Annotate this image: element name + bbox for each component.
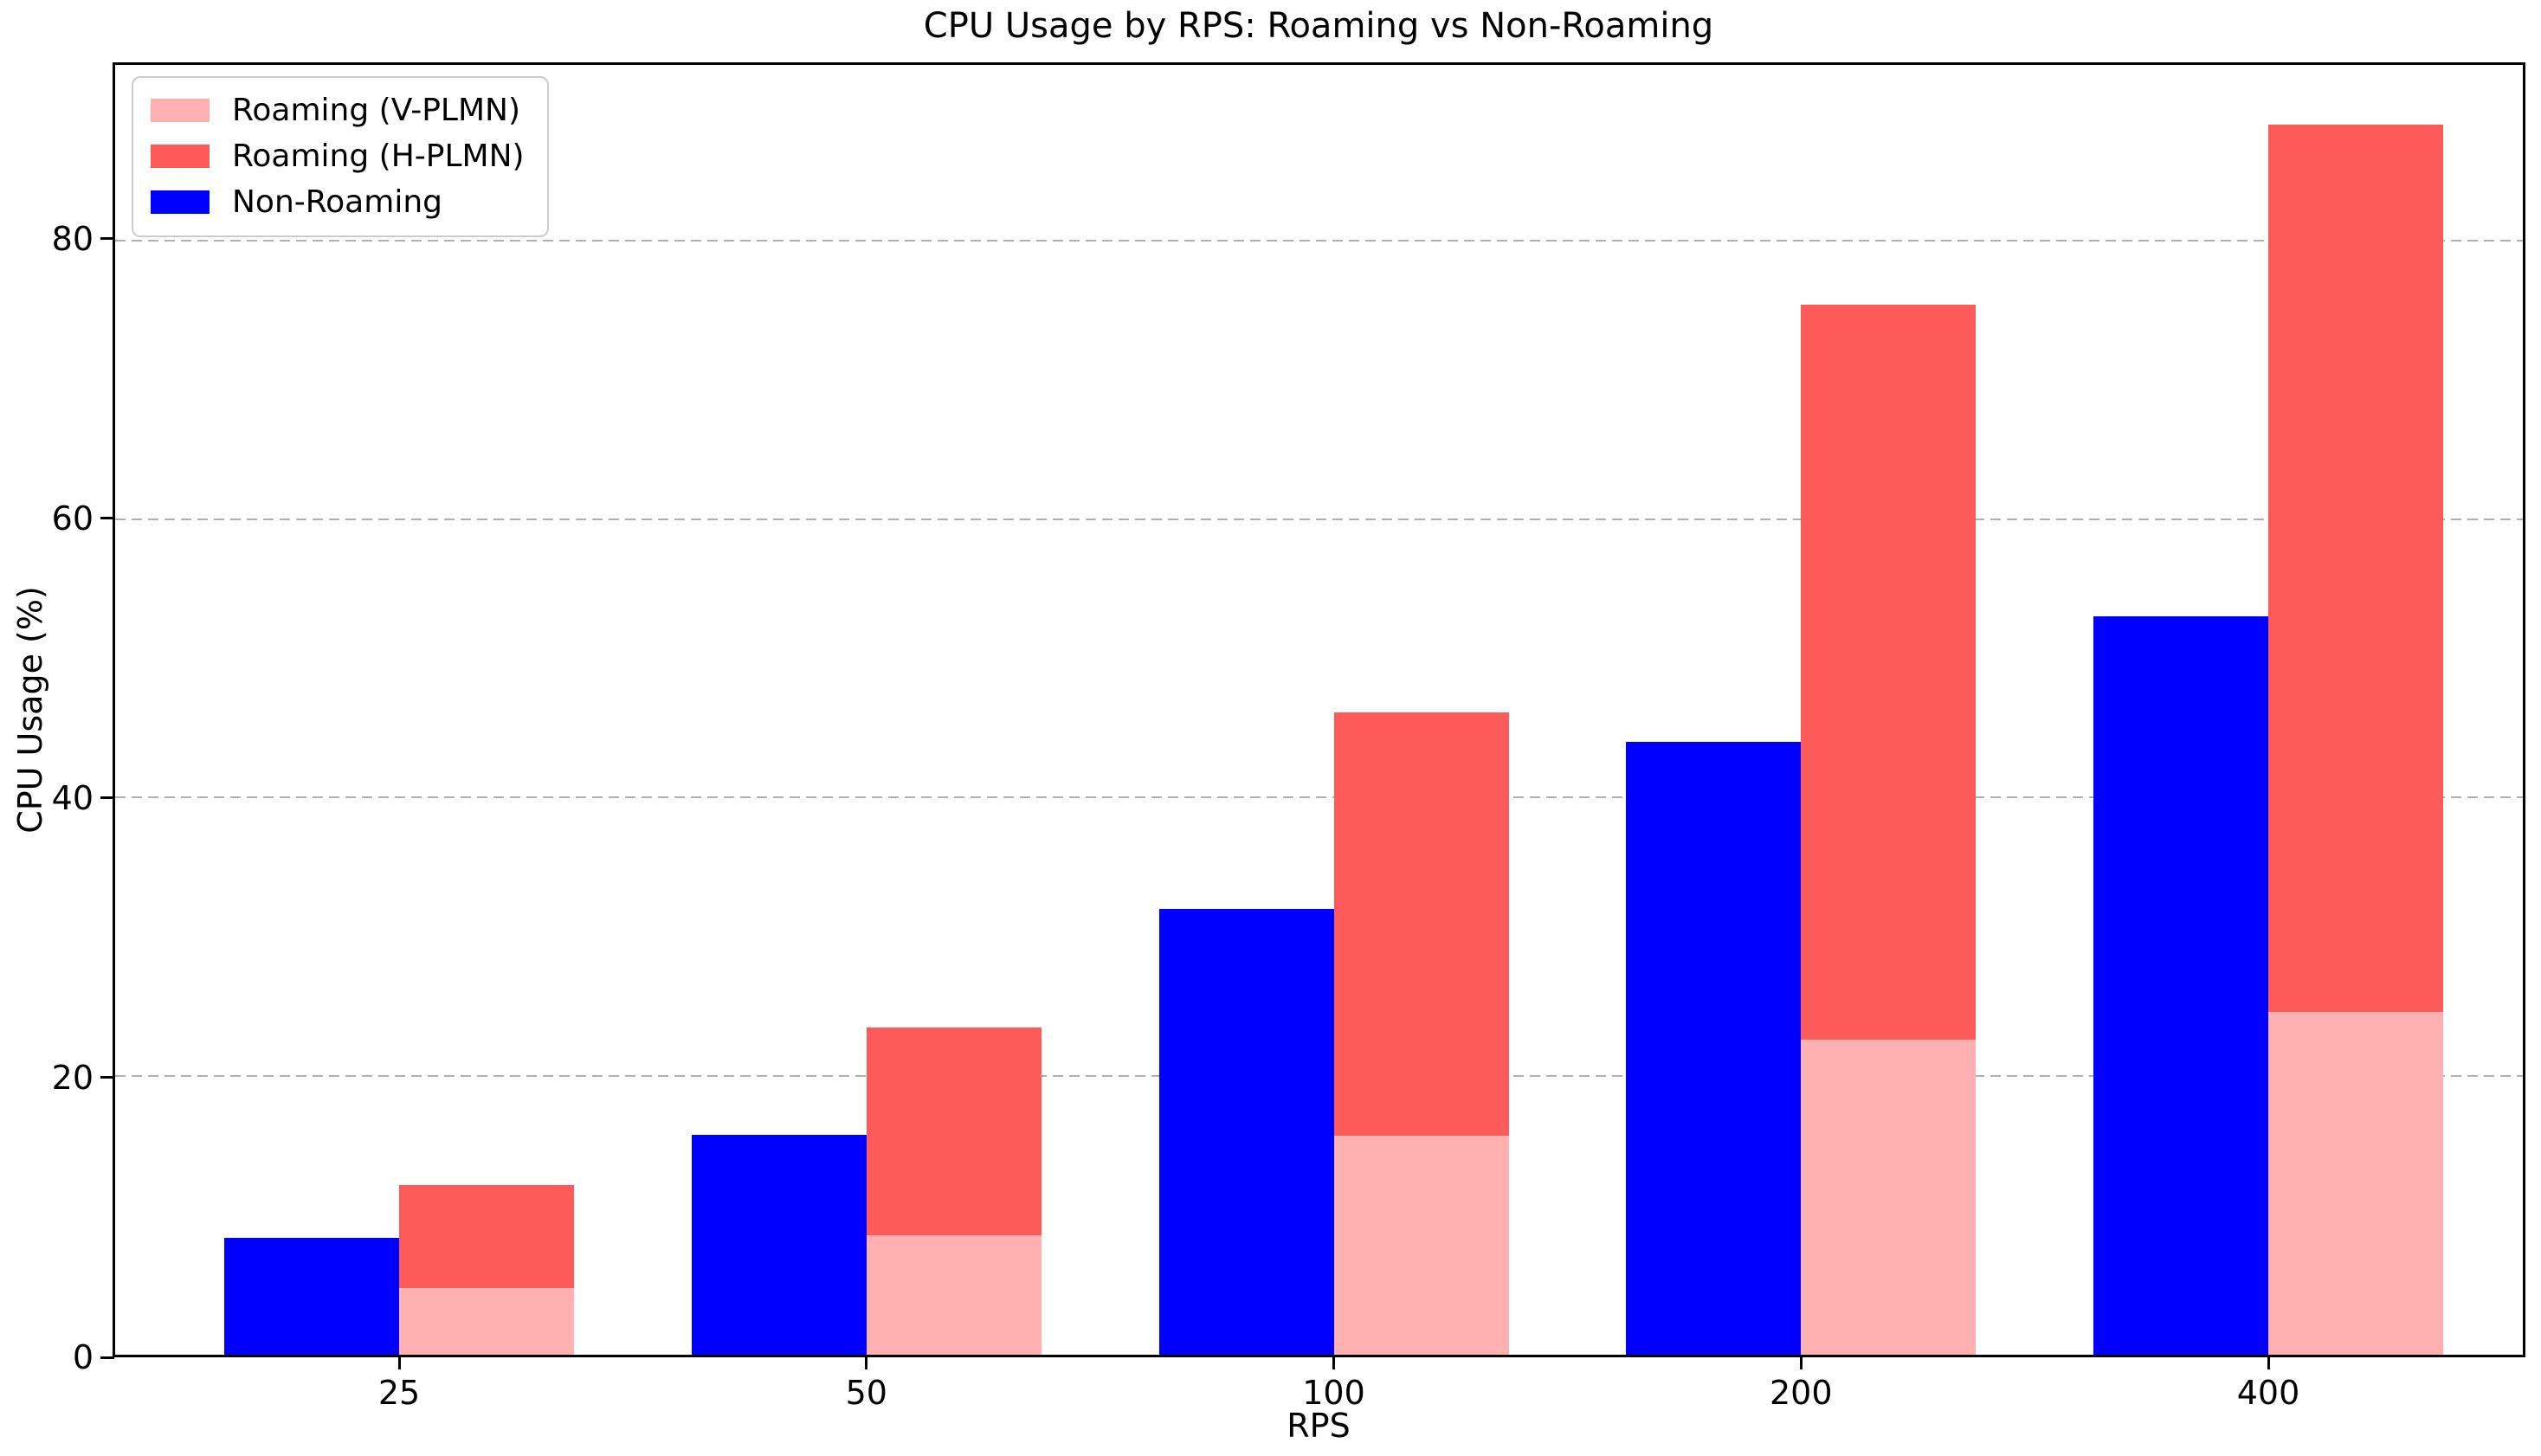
bar-non-roaming-100 [1158, 909, 1334, 1355]
legend-item-0: Roaming (V-PLMN) [151, 92, 525, 129]
x-tick-label-25: 25 [377, 1374, 421, 1412]
y-tickmark-0 [100, 1356, 114, 1359]
bar-roaming-vplmn-200 [1801, 1040, 1977, 1355]
gridline-y-60 [115, 518, 2523, 520]
bar-non-roaming-50 [691, 1134, 867, 1355]
x-tickmark-25 [397, 1356, 401, 1369]
y-tickmark-80 [100, 237, 114, 241]
y-tickmark-40 [100, 796, 114, 800]
x-axis-label: RPS [1287, 1407, 1351, 1445]
legend-item-2: Non-Roaming [151, 184, 525, 221]
x-tickmark-100 [1332, 1356, 1335, 1369]
chart-title: CPU Usage by RPS: Roaming vs Non-Roaming [923, 6, 1714, 46]
legend-swatch-icon [151, 190, 210, 215]
y-tickmark-20 [100, 1076, 114, 1079]
y-tick-label-40: 40 [51, 778, 94, 817]
y-tick-label-0: 0 [72, 1338, 94, 1376]
y-tick-label-80: 80 [51, 219, 94, 258]
legend-swatch-icon [151, 99, 210, 123]
bar-roaming-hplmn-200 [1801, 304, 1977, 1040]
y-tickmark-60 [100, 517, 114, 520]
y-tick-label-20: 20 [51, 1058, 94, 1097]
legend-item-1: Roaming (H-PLMN) [151, 138, 525, 175]
gridline-y-80 [115, 239, 2523, 242]
legend-label: Roaming (H-PLMN) [232, 139, 525, 175]
legend: Roaming (V-PLMN) Roaming (H-PLMN) Non-Roam… [132, 76, 549, 237]
x-tickmark-50 [865, 1356, 868, 1369]
bar-non-roaming-200 [1626, 742, 1802, 1355]
bar-non-roaming-25 [224, 1237, 399, 1355]
bar-non-roaming-400 [2093, 616, 2268, 1355]
x-tick-label-400: 400 [2236, 1374, 2300, 1412]
x-tick-label-200: 200 [1769, 1374, 1833, 1412]
bar-roaming-vplmn-400 [2268, 1012, 2443, 1355]
legend-swatch-icon [151, 145, 210, 169]
bar-roaming-hplmn-50 [866, 1027, 1042, 1235]
bar-roaming-hplmn-25 [399, 1184, 574, 1288]
gridline-y-40 [115, 796, 2523, 799]
legend-label: Non-Roaming [232, 184, 442, 221]
y-tick-label-60: 60 [51, 499, 94, 538]
plot-area [113, 62, 2525, 1357]
x-tickmark-200 [1799, 1356, 1803, 1369]
bar-roaming-vplmn-100 [1333, 1136, 1509, 1355]
x-tick-label-100: 100 [1302, 1374, 1365, 1412]
x-tick-label-50: 50 [845, 1374, 887, 1412]
bar-roaming-hplmn-400 [2268, 125, 2443, 1013]
legend-label: Roaming (V-PLMN) [232, 93, 521, 128]
x-tickmark-400 [2267, 1356, 2270, 1369]
bar-roaming-hplmn-100 [1333, 712, 1509, 1137]
bar-roaming-vplmn-50 [866, 1234, 1042, 1355]
bar-roaming-vplmn-25 [399, 1287, 574, 1355]
